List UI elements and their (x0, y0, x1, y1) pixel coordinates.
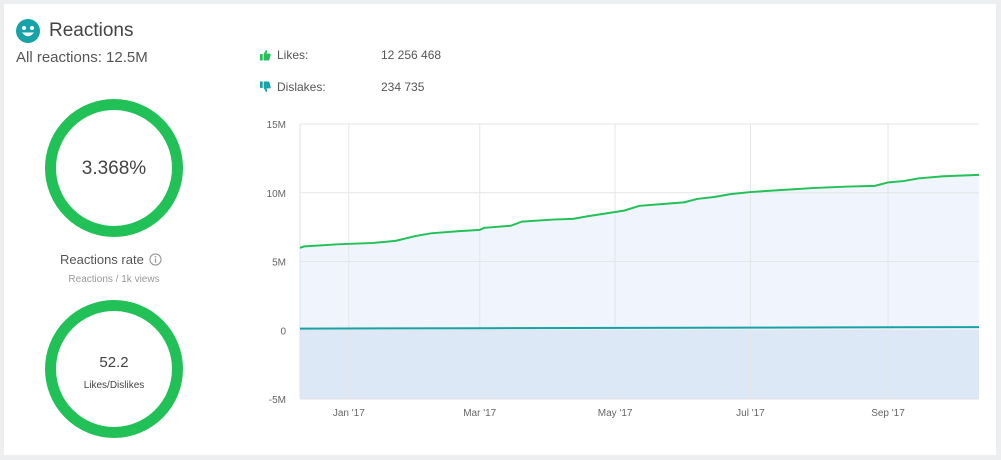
likes-value: 12 256 468 (381, 48, 442, 62)
likes-label: Likes: (277, 48, 309, 62)
y-tick-label: 15M (267, 120, 286, 131)
dislikes-area (300, 330, 979, 399)
y-tick-label: -5M (269, 395, 286, 406)
card-header: Reactions (16, 17, 134, 45)
reactions-rate-sublabel: Reactions / 1k views (68, 274, 160, 285)
reactions-rate-value: 3.368% (81, 158, 147, 179)
x-tick-label: Jul '17 (736, 408, 765, 419)
reactions-card: Reactions All reactions: 12.5M 3.368% Re… (4, 4, 996, 455)
smile-icon (16, 19, 40, 43)
reactions-rate-label: Reactions rate (60, 252, 144, 267)
likes-dislikes-value: 52.2 (99, 354, 129, 371)
likes-dislikes-ring (45, 300, 183, 438)
info-icon[interactable] (149, 253, 162, 266)
x-tick-label: May '17 (598, 408, 633, 419)
likes-stat: Likes: 12 256 468 (260, 48, 441, 62)
likes-dislikes-label: Likes/Dislikes (83, 380, 145, 391)
dislikes-label: Dislakes: (277, 80, 326, 94)
dislikes-stat: Dislakes: 234 735 (260, 80, 424, 94)
thumbs-down-icon (260, 81, 271, 93)
reactions-rate-ring (45, 99, 183, 237)
y-tick-label: 0 (280, 326, 286, 337)
likes-area (300, 174, 979, 331)
reactions-chart: 15M 10M 5M 0 -5M Jan '17 Mar '17 May '17 Jul '17… (267, 120, 980, 419)
all-reactions-total: All reactions: 12.5M (16, 49, 148, 66)
thumbs-up-icon (260, 49, 271, 61)
y-tick-label: 5M (272, 258, 286, 269)
x-tick-label: Sep '17 (871, 408, 905, 419)
x-tick-label: Jan '17 (333, 408, 365, 419)
card-title: Reactions (49, 20, 134, 41)
dislikes-series-line (299, 326, 980, 330)
y-tick-label: 10M (267, 189, 286, 200)
reactions-rate-row: Reactions rate (60, 252, 162, 267)
likes-series-line (299, 173, 980, 249)
x-tick-label: Mar '17 (463, 408, 496, 419)
dislikes-value: 234 735 (381, 80, 425, 94)
